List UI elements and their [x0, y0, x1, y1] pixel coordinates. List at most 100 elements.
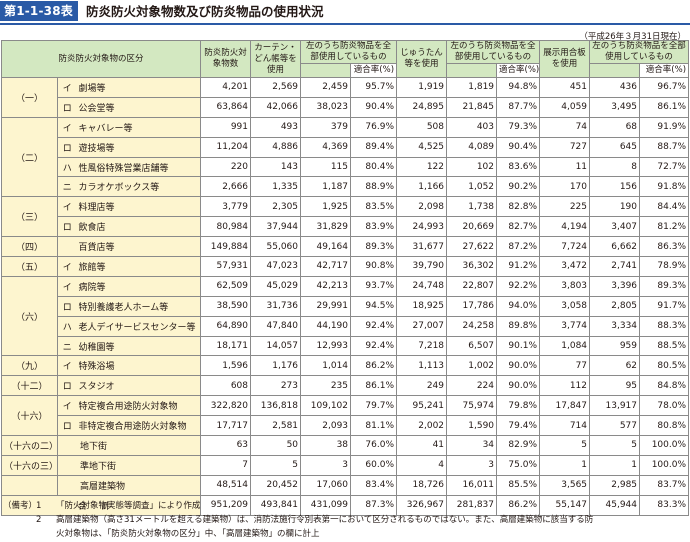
subcategory-cell: イ — [57, 196, 77, 218]
plywood-flame-count: 3,334 — [589, 315, 641, 337]
plywood-flame-count: 68 — [589, 116, 641, 138]
category-cell: （一） — [1, 77, 58, 118]
carpet-rate: 85.5% — [496, 474, 541, 496]
subcategory-cell: イ — [57, 256, 77, 277]
row-label: 料理店等 — [76, 196, 202, 218]
row-label: 特殊浴場 — [76, 355, 202, 377]
plywood-flame-count: 1 — [589, 454, 641, 476]
table-row: ニ 幼稚園等 18,171 14,057 12,993 92.4% 7,218 … — [2, 335, 690, 357]
carpet-rate: 87.2% — [496, 236, 541, 258]
curtain-count: 2,581 — [250, 415, 302, 437]
carpet-rate: 79.4% — [496, 415, 541, 437]
total-label: 合計 — [0, 494, 202, 516]
curtain-flame-count: 17,060 — [300, 474, 352, 496]
carpet-flame-count: 27,622 — [446, 236, 498, 258]
carpet-count: 95,241 — [396, 395, 448, 417]
carpet-rate: 86.2% — [496, 494, 541, 516]
subcategory-cell: イ — [57, 275, 77, 297]
curtain-rate: 90.4% — [350, 96, 398, 118]
curtain-rate: 60.0% — [350, 454, 398, 476]
note-number: 1 — [36, 501, 42, 511]
curtain-count: 2,305 — [250, 196, 302, 218]
objects-count: 220 — [200, 156, 252, 178]
plywood-rate: 84.8% — [639, 375, 690, 397]
plywood-rate: 72.7% — [639, 156, 690, 178]
curtain-flame-count: 2,093 — [300, 415, 352, 437]
plywood-flame-count: 3,495 — [589, 96, 641, 118]
plywood-count: 3,803 — [539, 275, 591, 297]
plywood-rate: 84.4% — [639, 196, 690, 218]
note-text: 高層建築物（高さ31メートルを超える建築物）は、消防法施行令別表第一において区分… — [56, 515, 594, 525]
carpet-rate: 90.2% — [496, 176, 541, 198]
plywood-flame-count: 3,396 — [589, 275, 641, 297]
header-plywood-flame-blank — [589, 63, 641, 78]
curtain-count: 493,841 — [250, 494, 302, 516]
note-number: 2 — [36, 515, 42, 525]
carpet-count: 41 — [396, 435, 448, 456]
subcategory-cell: ハ — [57, 315, 77, 337]
carpet-flame-count: 17,786 — [446, 295, 498, 317]
plywood-count: 74 — [539, 116, 591, 138]
row-label: 遊技場等 — [76, 136, 202, 158]
curtain-count: 47,840 — [250, 315, 302, 337]
carpet-count: 1,113 — [396, 355, 448, 377]
category-cell: （二） — [1, 116, 58, 198]
carpet-count: 2,002 — [396, 415, 448, 437]
table-row: （二） イ キャバレー等 991 493 379 76.9% 508 403 7… — [1, 116, 690, 198]
plywood-rate: 86.3% — [639, 236, 690, 258]
carpet-rate: 87.7% — [496, 96, 541, 118]
row-label: 劇場等 — [76, 77, 202, 98]
curtain-count: 273 — [250, 375, 302, 397]
carpet-rate: 90.0% — [496, 375, 541, 397]
objects-count: 17,717 — [200, 415, 252, 437]
objects-count: 149,884 — [200, 236, 252, 258]
note-item: （備考） 1 「防火対象物実態等調査」により作成 — [3, 499, 686, 513]
curtain-count: 1,176 — [250, 355, 302, 377]
curtain-flame-count: 115 — [300, 156, 352, 178]
table-row: （六） イ 病院等 62,509 45,029 42,213 93.7% 24,… — [1, 275, 690, 357]
plywood-count: 714 — [539, 415, 591, 437]
plywood-rate: 91.7% — [639, 295, 690, 317]
row-label: カラオケボックス等 — [76, 176, 202, 198]
curtain-count: 45,029 — [250, 275, 302, 297]
carpet-flame-count: 3 — [446, 454, 498, 476]
plywood-count: 3,774 — [539, 315, 591, 337]
row-label: 飲食店 — [76, 216, 202, 238]
plywood-flame-count: 645 — [589, 136, 641, 158]
curtain-flame-count: 235 — [300, 375, 352, 397]
curtain-rate: 95.7% — [350, 77, 398, 98]
carpet-flame-count: 34 — [446, 435, 498, 456]
curtain-rate: 76.0% — [350, 435, 398, 456]
table-row: ロ 非特定複合用途防火対象物 17,717 2,581 2,093 81.1% … — [2, 415, 690, 437]
carpet-rate: 79.8% — [496, 395, 541, 417]
plywood-flame-count: 959 — [589, 335, 641, 357]
table-row: （四） 百貨店等 149,884 55,060 49,164 89.3% 31,… — [1, 236, 690, 258]
curtain-flame-count: 4,369 — [300, 136, 352, 158]
plywood-flame-count: 190 — [589, 196, 641, 218]
category-cell: （四） — [1, 236, 58, 258]
table-row: （十六） イ 特定複合用途防火対象物 322,820 136,818 109,1… — [1, 395, 690, 437]
curtain-rate: 86.1% — [350, 375, 398, 397]
curtain-rate: 83.4% — [350, 474, 398, 496]
row-label: 特別養護老人ホーム等 — [76, 295, 202, 317]
plywood-flame-count: 5 — [589, 435, 641, 456]
curtain-flame-count: 1,925 — [300, 196, 352, 218]
row-label: 百貨店等 — [76, 236, 202, 258]
plywood-count: 4,059 — [539, 96, 591, 118]
note-text: 火対象物は、「防炎防火対象物の区分」中、「高層建築物」の欄に計上 — [56, 529, 320, 539]
carpet-flame-count: 403 — [446, 116, 498, 138]
carpet-rate: 75.0% — [496, 454, 541, 476]
carpet-rate: 89.8% — [496, 315, 541, 337]
plywood-count: 5 — [539, 435, 591, 456]
carpet-count: 4 — [396, 454, 448, 476]
subcategory-cell: ロ — [57, 295, 77, 317]
plywood-count: 727 — [539, 136, 591, 158]
plywood-rate: 88.5% — [639, 335, 690, 357]
plywood-count: 1 — [539, 454, 591, 476]
subcategory-cell: ロ — [57, 415, 77, 437]
header-objects: 防炎防火対象物数 — [200, 40, 252, 78]
curtain-rate: 80.4% — [350, 156, 398, 178]
curtain-flame-count: 2,459 — [300, 77, 352, 98]
curtain-rate: 79.7% — [350, 395, 398, 417]
note-item: 火対象物は、「防炎防火対象物の区分」中、「高層建築物」の欄に計上 — [3, 527, 686, 541]
